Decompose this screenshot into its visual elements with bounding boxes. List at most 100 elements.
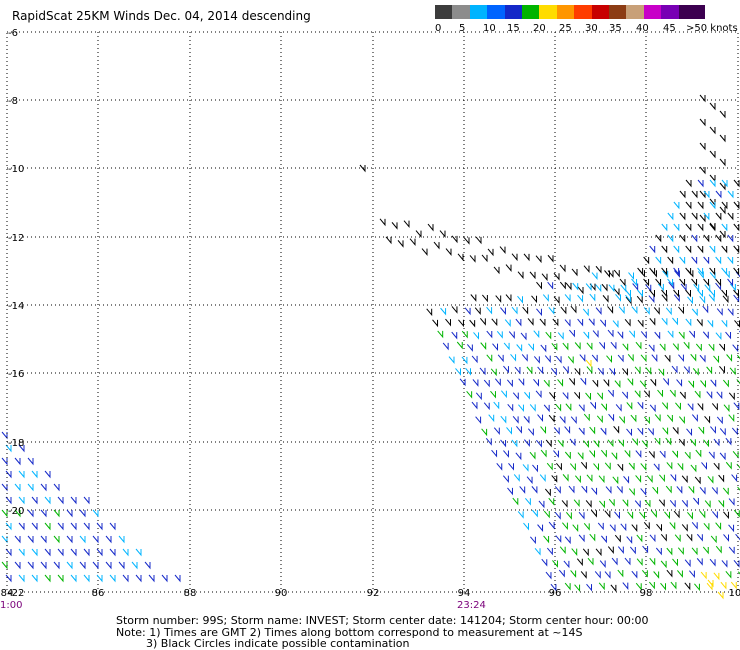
- wind-barb: [542, 294, 549, 302]
- wind-barb: [533, 356, 540, 364]
- wind-barb: [555, 355, 562, 364]
- wind-barb: [578, 404, 585, 413]
- wind-barb: [515, 452, 522, 461]
- wind-barb: [576, 558, 583, 567]
- wind-barb: [520, 332, 527, 341]
- wind-barb: [491, 449, 498, 458]
- wind-barb: [5, 548, 12, 557]
- wind-barb: [465, 367, 471, 376]
- wind-barb: [79, 535, 86, 544]
- wind-barb: [699, 94, 706, 103]
- wind-barb: [18, 444, 25, 453]
- wind-barb: [697, 403, 704, 411]
- wind-barb: [614, 534, 621, 543]
- wind-barb: [725, 461, 732, 470]
- wind-barb: [621, 391, 628, 400]
- wind-barb: [496, 463, 503, 471]
- wind-barb: [722, 379, 729, 388]
- lat-label: -8: [8, 96, 18, 107]
- wind-barb: [517, 271, 524, 280]
- wind-barb: [523, 439, 530, 448]
- wind-barb: [44, 574, 51, 583]
- wind-barb: [661, 289, 667, 298]
- wind-barb: [728, 524, 735, 533]
- wind-barb: [695, 449, 702, 458]
- wind-barb: [608, 498, 615, 507]
- wind-barb: [547, 254, 554, 263]
- wind-barb: [678, 331, 685, 340]
- wind-barb: [488, 414, 495, 423]
- wind-barb: [53, 535, 60, 544]
- wind-barb: [634, 366, 641, 375]
- wind-barb: [713, 572, 720, 581]
- wind-barb: [118, 535, 125, 544]
- wind-barb: [624, 318, 631, 327]
- wind-barb: [709, 223, 716, 232]
- wind-barb: [500, 390, 507, 399]
- wind-barb: [598, 582, 605, 591]
- wind-barb: [691, 190, 698, 199]
- wind-barb: [66, 509, 73, 518]
- wind-barb: [729, 367, 736, 376]
- wind-barb: [466, 344, 473, 352]
- wind-barb: [733, 402, 740, 411]
- wind-barb: [715, 190, 722, 199]
- wind-barb: [79, 509, 86, 518]
- wind-barb: [437, 330, 444, 339]
- wind-barb: [588, 318, 595, 327]
- wind-barb: [715, 212, 722, 221]
- wind-barb: [721, 201, 728, 210]
- wind-barb: [487, 248, 494, 257]
- wind-barb: [18, 522, 25, 531]
- wind-barb: [698, 426, 705, 435]
- wind-barb: [496, 331, 503, 339]
- wind-barb: [697, 289, 703, 298]
- wind-barb: [719, 206, 726, 215]
- wind-barb: [699, 214, 706, 223]
- wind-barb: [709, 198, 716, 207]
- wind-barb: [727, 212, 734, 221]
- wind-barb: [643, 416, 650, 425]
- wind-barb: [118, 561, 125, 570]
- wind-barb: [564, 536, 571, 545]
- wind-barb: [439, 230, 446, 238]
- wind-barb: [734, 320, 740, 328]
- wind-barb: [540, 449, 547, 458]
- wind-barb: [648, 295, 655, 303]
- wind-barb: [617, 331, 624, 340]
- wind-barb: [709, 222, 716, 231]
- wind-barb: [609, 524, 616, 533]
- wind-barb: [715, 332, 722, 341]
- wind-barb: [518, 404, 524, 413]
- wind-barb: [574, 584, 581, 593]
- wind-barb: [694, 583, 700, 592]
- wind-barb: [605, 486, 612, 494]
- wind-barb: [109, 522, 116, 531]
- wind-barb: [708, 343, 715, 352]
- wind-barb: [161, 574, 168, 583]
- wind-barb: [728, 546, 735, 555]
- wind-barb: [703, 256, 710, 265]
- wind-barb: [697, 201, 704, 210]
- wind-barb: [569, 438, 576, 447]
- wind-barb: [586, 366, 593, 374]
- wind-barb: [721, 560, 728, 568]
- wind-barb: [561, 500, 568, 508]
- wind-barb: [586, 583, 593, 592]
- wind-barb: [593, 463, 600, 471]
- wind-barb: [553, 272, 560, 281]
- wind-barb: [711, 403, 718, 411]
- wind-barb: [601, 403, 607, 412]
- wind-barb: [715, 545, 722, 554]
- wind-barb: [713, 462, 720, 471]
- colorbar-label: 5: [459, 23, 466, 34]
- wind-barb: [18, 574, 25, 583]
- wind-barb: [622, 343, 629, 352]
- wind-barb: [593, 440, 600, 448]
- wind-barb: [640, 488, 647, 496]
- wind-barb: [719, 428, 726, 436]
- wind-barb: [708, 294, 715, 303]
- wind-barb: [582, 548, 589, 557]
- wind-barb: [555, 403, 562, 412]
- lat-label: -22: [8, 588, 24, 599]
